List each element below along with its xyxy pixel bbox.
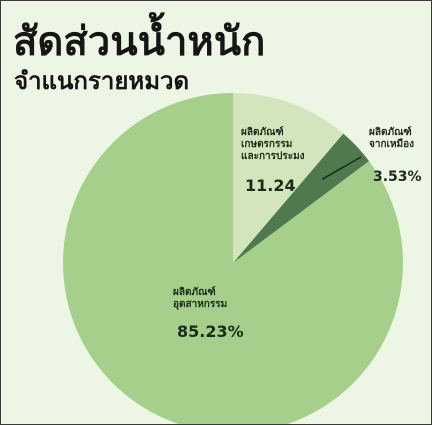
slice-label-1: ผลิตภัณฑ์จากเหมือง 3.53%	[369, 126, 422, 185]
slice-value-label: 11.24	[245, 176, 296, 195]
slice-label-line: จากเหมือง	[369, 138, 414, 150]
slice-label-line: ผลิตภัณฑ์	[241, 126, 284, 138]
pie-slice-0	[233, 93, 344, 263]
chart-subtitle: จำแนกรายหมวด	[14, 67, 190, 95]
slice-label-line: ผลิตภัณฑ์	[173, 286, 216, 298]
slice-label-line: เกษตรกรรม	[241, 139, 292, 150]
slice-value-label: 85.23%	[177, 322, 244, 341]
leader-line	[321, 156, 362, 180]
slice-label-line: อุตสาหกรรม	[173, 299, 227, 310]
chart-title: สัดส่วนน้ำหนัก	[13, 19, 266, 65]
slice-label-2: ผลิตภัณฑ์อุตสาหกรรม 85.23%	[173, 286, 244, 341]
pie-slice-2	[63, 93, 403, 424]
slice-label-line: ผลิตภัณฑ์	[369, 126, 412, 138]
pie-slice-1	[233, 133, 370, 263]
slice-value-label: 3.53%	[373, 169, 422, 185]
slice-label-line: และการประมง	[241, 150, 305, 162]
